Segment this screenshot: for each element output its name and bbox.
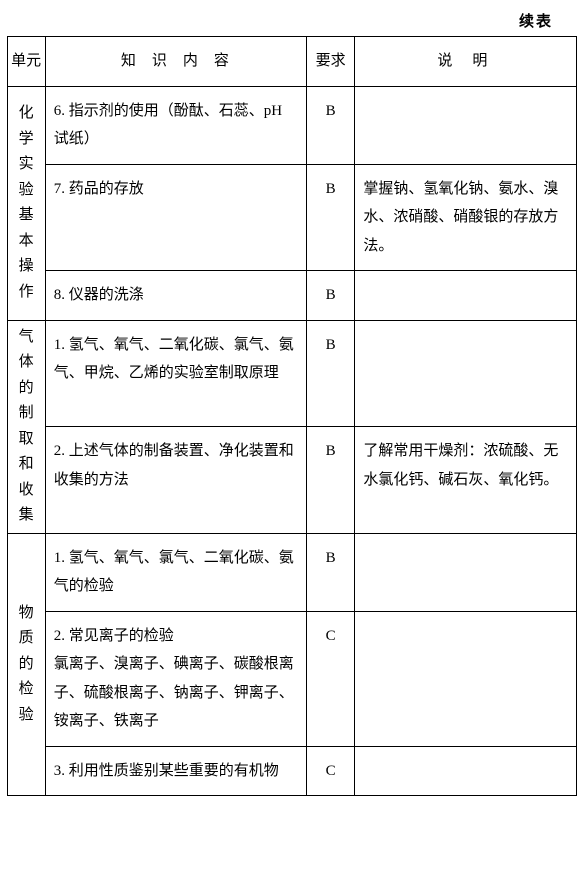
hdr-unit: 单元 [7,37,45,87]
table-row: 物 质 的 检 验 1. 氢气、氧气、氯气、二氧化碳、氨气的检验 B [7,533,576,611]
content-cell: 3. 利用性质鉴别某些重要的有机物 [45,746,306,796]
req-cell: B [307,320,355,427]
req-cell: B [307,271,355,321]
note-cell [355,611,576,746]
table-caption: 续表 [5,5,578,36]
content-cell: 2. 上述气体的制备装置、净化装置和收集的方法 [45,427,306,534]
note-cell [355,533,576,611]
note-cell: 了解常用干燥剂：浓硫酸、无水氯化钙、碱石灰、氧化钙。 [355,427,576,534]
req-cell: B [307,533,355,611]
table-row: 化 学 实 验 基 本 操 作 6. 指示剂的使用（酚酞、石蕊、pH 试纸） B [7,86,576,164]
table-row: 2. 上述气体的制备装置、净化装置和收集的方法 B 了解常用干燥剂：浓硫酸、无水… [7,427,576,534]
req-cell: B [307,164,355,271]
content-cell: 7. 药品的存放 [45,164,306,271]
note-cell [355,746,576,796]
req-cell: C [307,611,355,746]
content-cell: 6. 指示剂的使用（酚酞、石蕊、pH 试纸） [45,86,306,164]
req-cell: B [307,86,355,164]
table-row: 3. 利用性质鉴别某些重要的有机物 C [7,746,576,796]
hdr-content: 知识内容 [45,37,306,87]
req-cell: C [307,746,355,796]
knowledge-table: 单元 知识内容 要求 说明 化 学 实 验 基 本 操 作 6. 指示剂的使用（… [7,36,577,796]
table-row: 7. 药品的存放 B 掌握钠、氢氧化钠、氨水、溴水、浓硝酸、硝酸银的存放方法。 [7,164,576,271]
content-cell: 1. 氢气、氧气、氯气、二氧化碳、氨气的检验 [45,533,306,611]
unit-label: 气 体 的 制 取 和 收 集 [7,320,45,533]
note-cell [355,86,576,164]
content-cell: 1. 氢气、氧气、二氧化碳、氯气、氨气、甲烷、乙烯的实验室制取原理 [45,320,306,427]
table-row: 2. 常见离子的检验 氯离子、溴离子、碘离子、碳酸根离子、硫酸根离子、钠离子、钾… [7,611,576,746]
content-cell: 8. 仪器的洗涤 [45,271,306,321]
unit-label: 物 质 的 检 验 [7,533,45,796]
note-cell: 掌握钠、氢氧化钠、氨水、溴水、浓硝酸、硝酸银的存放方法。 [355,164,576,271]
hdr-requirement: 要求 [307,37,355,87]
table-row: 气 体 的 制 取 和 收 集 1. 氢气、氧气、二氧化碳、氯气、氨气、甲烷、乙… [7,320,576,427]
table-row: 8. 仪器的洗涤 B [7,271,576,321]
content-cell: 2. 常见离子的检验 氯离子、溴离子、碘离子、碳酸根离子、硫酸根离子、钠离子、钾… [45,611,306,746]
note-cell [355,320,576,427]
unit-label: 化 学 实 验 基 本 操 作 [7,86,45,320]
header-row: 单元 知识内容 要求 说明 [7,37,576,87]
note-cell [355,271,576,321]
req-cell: B [307,427,355,534]
hdr-note: 说明 [355,37,576,87]
